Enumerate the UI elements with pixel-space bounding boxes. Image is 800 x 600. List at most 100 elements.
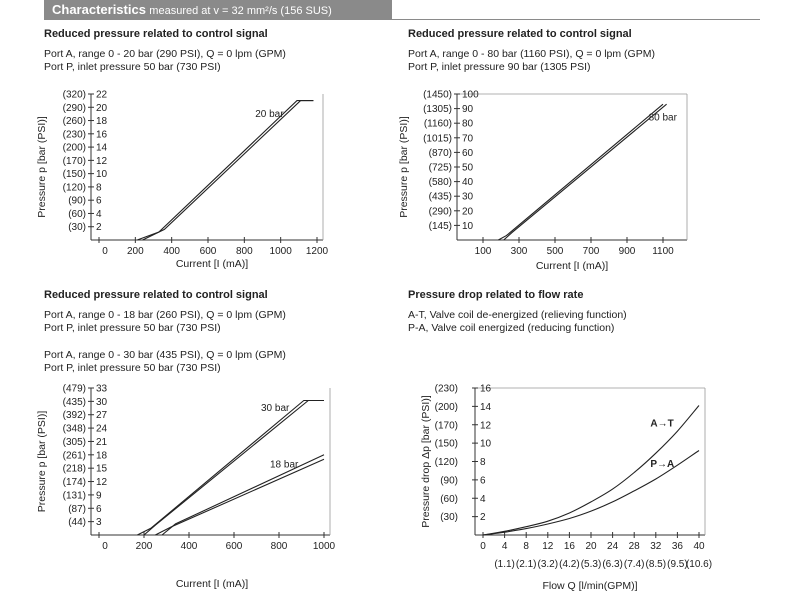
section3-title: Reduced pressure related to control sign…	[44, 289, 268, 301]
chart4-x-tick-label: 0	[480, 541, 486, 552]
chart2-y-tick-label: 70	[462, 133, 474, 144]
chart1-y2-tick-label: (150)	[63, 169, 86, 180]
chart4-x-tick-label: 40	[693, 541, 705, 552]
chart1-x-tick-label: 1200	[306, 246, 329, 257]
chart3-x-tick-label: 0	[102, 541, 108, 552]
chart1-y-tick-label: 8	[96, 182, 102, 193]
chart1-series-1-line-2	[137, 100, 314, 241]
chart4-y2-tick-label: (30)	[440, 512, 458, 523]
chart1-series-1-line-1	[142, 100, 314, 241]
chart2-y2-tick-label: (290)	[429, 206, 452, 217]
chart2-y2-tick-label: (1015)	[423, 133, 452, 144]
chart3-y-axis-title: Pressure p [bar (PSI)]	[36, 411, 48, 513]
chart2-y-tick-label: 60	[462, 148, 474, 159]
chart3-y-tick-label: 21	[96, 437, 108, 448]
chart2-x-axis-title: Current [I (mA)]	[536, 260, 608, 272]
chart2-y-tick-label: 10	[462, 221, 474, 232]
chart1-y-tick-label: 22	[96, 90, 108, 101]
chart3-series-2-line-1	[161, 454, 325, 536]
chart4-y-tick-label: 6	[480, 475, 486, 486]
chart4-x-tick-label: 12	[542, 541, 554, 552]
chart2-x-tick-label: 500	[547, 246, 564, 257]
chart3-x-tick-label: 1000	[313, 541, 336, 552]
chart4-y2-tick-label: (150)	[435, 439, 458, 450]
chart1-x-tick-label: 0	[102, 246, 108, 257]
chart4-y-tick-label: 4	[480, 494, 486, 505]
chart4-y-tick-label: 12	[480, 420, 492, 431]
chart4-x-tick-label: 28	[629, 541, 641, 552]
chart4-x2-tick-label: (3.2)	[538, 559, 559, 570]
chart3-y-tick-label: 33	[96, 384, 108, 395]
chart2-series-1-line-1	[503, 103, 667, 241]
chart4-x-tick-label: 36	[672, 541, 684, 552]
chart3-y-tick-label: 6	[96, 504, 102, 515]
chart4-series-1-line-1	[482, 405, 700, 536]
chart3-series-label: 18 bar	[270, 459, 299, 470]
chart4-x-tick-label: 8	[523, 541, 529, 552]
section2-title: Reduced pressure related to control sign…	[408, 28, 632, 40]
chart1-x-tick-label: 1000	[270, 246, 293, 257]
chart2-x-tick-label: 300	[511, 246, 528, 257]
chart1-y-tick-label: 14	[96, 143, 108, 154]
section4-line2: P-A, Valve coil energized (reducing func…	[408, 322, 615, 334]
chart4-x-tick-label: 4	[502, 541, 508, 552]
chart1-x-tick-label: 400	[163, 246, 180, 257]
chart3-y2-tick-label: (131)	[63, 490, 86, 501]
chart4-y-tick-label: 10	[480, 439, 492, 450]
chart2-x-tick-label: 900	[619, 246, 636, 257]
section3-line2: Port P, inlet pressure 50 bar (730 PSI)	[44, 322, 221, 334]
section4-title: Pressure drop related to flow rate	[408, 289, 584, 301]
header-bar	[44, 0, 392, 20]
chart2-x-tick-label: 1100	[652, 246, 674, 257]
chart3-series-1-line-2	[137, 399, 324, 536]
header-title: Characteristics	[52, 2, 146, 17]
chart2-y-tick-label: 50	[462, 163, 474, 174]
chart3-series-2-line-2	[155, 458, 325, 536]
chart1-y-tick-label: 12	[96, 156, 108, 167]
chart1-y-tick-label: 20	[96, 103, 108, 114]
chart4-y-tick-label: 14	[480, 402, 492, 413]
chart4-x2-tick-label: (10.6)	[686, 559, 712, 570]
chart4-y2-tick-label: (60)	[440, 494, 458, 505]
chart2-y-tick-label: 80	[462, 119, 474, 130]
chart3-series-label: 30 bar	[261, 403, 290, 414]
chart1-y-tick-label: 16	[96, 129, 108, 140]
chart1-y2-tick-label: (120)	[63, 182, 86, 193]
chart4-series-2-line-1	[482, 450, 700, 536]
chart1-series-label: 20 bar	[255, 109, 284, 120]
chart3-x-tick-label: 400	[181, 541, 198, 552]
chart4-x2-tick-label: (2.1)	[516, 559, 537, 570]
chart4-y2-tick-label: (170)	[435, 420, 458, 431]
chart3-y2-tick-label: (479)	[63, 384, 86, 395]
chart4-y-tick-label: 8	[480, 457, 486, 468]
chart2-y-tick-label: 100	[462, 90, 479, 101]
chart1-y-tick-label: 18	[96, 116, 108, 127]
chart4-x2-tick-label: (6.3)	[602, 559, 623, 570]
chart4-y2-tick-label: (230)	[435, 384, 458, 395]
chart3-x-tick-label: 800	[271, 541, 288, 552]
header-rule	[392, 19, 760, 20]
chart3-y2-tick-label: (261)	[63, 450, 86, 461]
chart3-y2-tick-label: (218)	[63, 464, 86, 475]
chart1-y-tick-label: 4	[96, 209, 102, 220]
chart4-series-label: A→T	[650, 419, 673, 430]
chart1-y-axis-title: Pressure p [bar (PSI)]	[36, 116, 48, 218]
chart1-y-tick-label: 6	[96, 196, 102, 207]
chart1-y-tick-label: 2	[96, 222, 102, 233]
section3-line4: Port P, inlet pressure 50 bar (730 PSI)	[44, 362, 221, 374]
section2-line2: Port P, inlet pressure 90 bar (1305 PSI)	[408, 61, 591, 73]
chart2-y-tick-label: 90	[462, 104, 474, 115]
section1-title: Reduced pressure related to control sign…	[44, 28, 268, 40]
chart1-x-tick-label: 600	[200, 246, 217, 257]
header-subtitle: measured at v = 32 mm²/s (156 SUS)	[149, 5, 332, 17]
chart1-y2-tick-label: (170)	[63, 156, 86, 167]
chart2-y-tick-label: 20	[462, 206, 474, 217]
chart3-y2-tick-label: (435)	[63, 397, 86, 408]
chart2-x-tick-label: 700	[583, 246, 600, 257]
chart3-y-tick-label: 27	[96, 410, 108, 421]
chart2-x-tick-label: 100	[475, 246, 492, 257]
chart3-y2-tick-label: (87)	[68, 504, 86, 515]
chart1-y2-tick-label: (290)	[63, 103, 86, 114]
chart1-y2-tick-label: (230)	[63, 129, 86, 140]
